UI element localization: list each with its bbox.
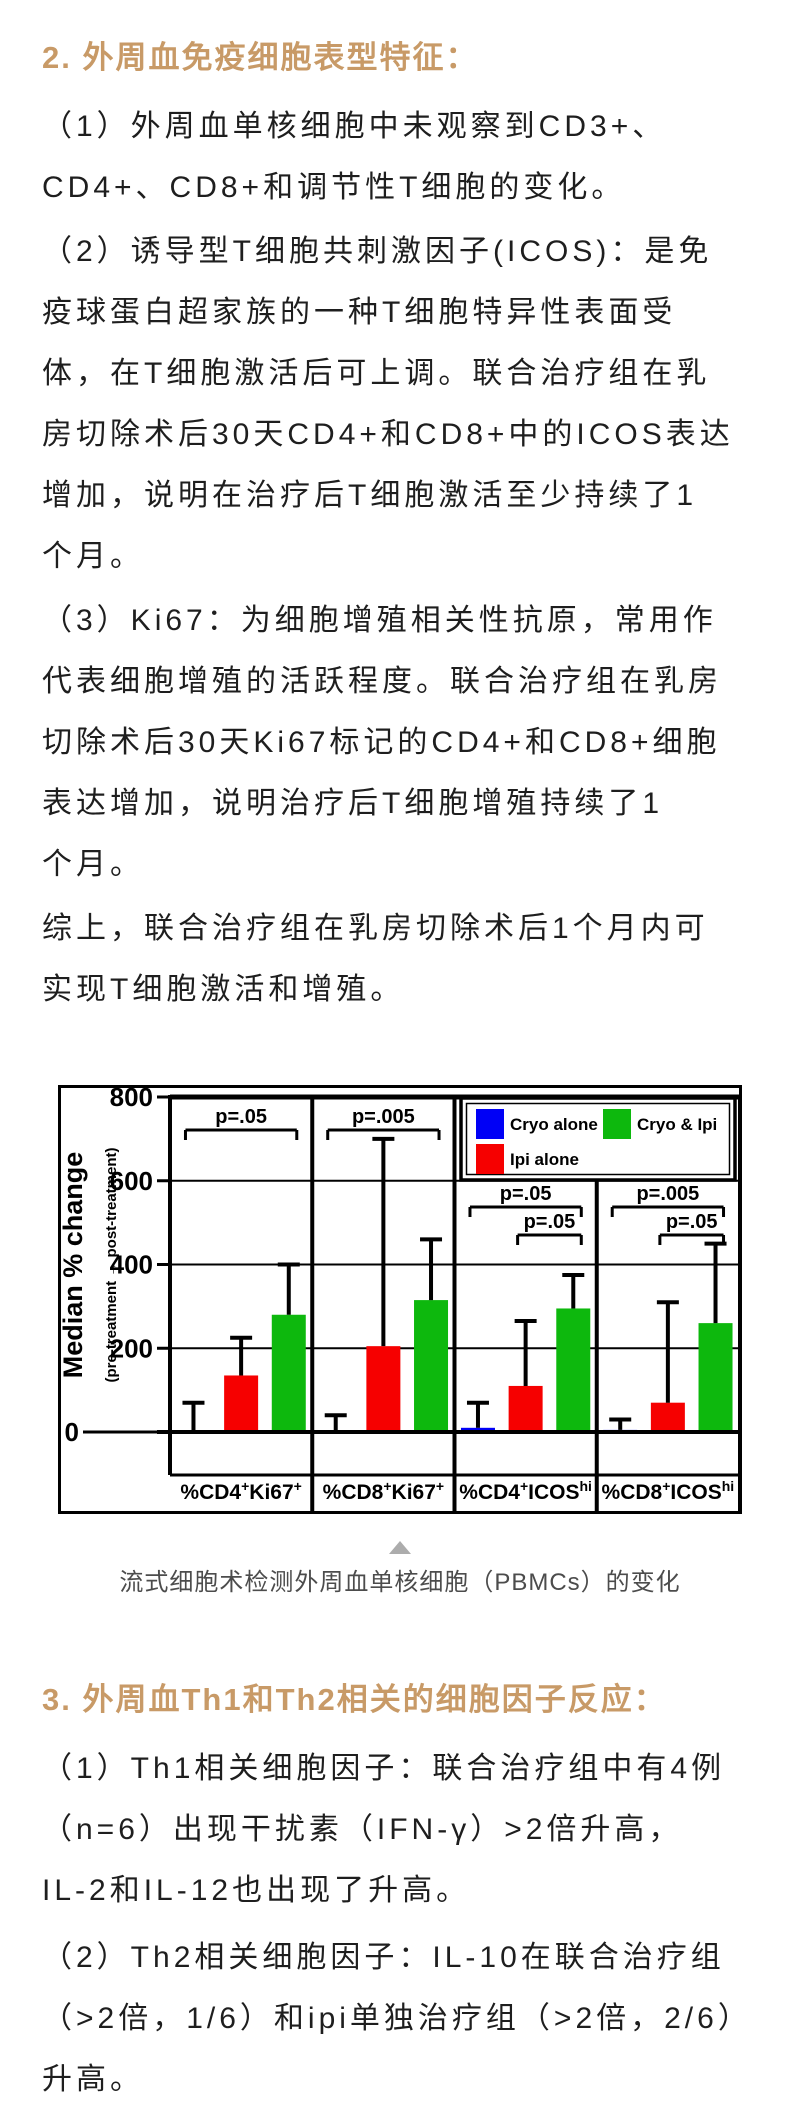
text-line: IL-2和IL-12也出现了升高。 (42, 1873, 471, 1907)
bar-chart-svg: 0 200 400 600 800 p=.05 p=.005 p=.05 p=.05 p=.005… (58, 1082, 742, 1514)
caption-arrow-icon (389, 1541, 411, 1554)
text-line: 表达增加，说明治疗后T细胞增殖持续了1 (42, 786, 664, 820)
text-line: 个月。 (42, 539, 144, 573)
text-line: 体，在T细胞激活后可上调。联合治疗组在乳 (42, 356, 711, 390)
text-line: 房切除术后30天CD4+和CD8+中的ICOS表达 (42, 417, 734, 451)
text-line: 增加，说明在治疗后T细胞激活至少持续了1 (42, 478, 698, 512)
svg-text:200: 200 (110, 1333, 153, 1363)
text-line: 切除术后30天Ki67标记的CD4+和CD8+细胞 (42, 725, 721, 759)
section-2-heading: 2. 外周血免疫细胞表型特征： (42, 40, 479, 75)
text-line: 综上，联合治疗组在乳房切除术后1个月内可 (42, 911, 709, 945)
text-line: （n=6）出现干扰素（IFN-γ）>2倍升高， (42, 1812, 683, 1846)
section-3-heading: 3. 外周血Th1和Th2相关的细胞因子反应： (42, 1682, 667, 1717)
text-line: （3）Ki67：为细胞增殖相关性抗原，常用作 (42, 603, 717, 637)
svg-text:%CD8+Ki67+: %CD8+Ki67+ (323, 1478, 444, 1504)
text-line: （1）Th1相关细胞因子：联合治疗组中有4例 (42, 1751, 726, 1785)
svg-text:%CD4+ICOShi: %CD4+ICOShi (459, 1478, 592, 1504)
text-line: 升高。 (42, 2062, 144, 2096)
svg-text:Ipi alone: Ipi alone (510, 1150, 579, 1169)
text-line: （>2倍，1/6）和ipi单独治疗组（>2倍，2/6） (42, 2001, 752, 2035)
text-line: 疫球蛋白超家族的一种T细胞特异性表面受 (42, 295, 677, 329)
svg-text:600: 600 (110, 1166, 153, 1196)
svg-text:p=.05: p=.05 (524, 1211, 576, 1233)
paragraph: （1）外周血单核细胞中未观察到CD3+、 CD4+、CD8+和调节性T细胞的变化。 (42, 92, 758, 214)
svg-text:800: 800 (110, 1085, 153, 1112)
section-3-text: （1）Th1相关细胞因子：联合治疗组中有4例 （n=6）出现干扰素（IFN-γ）>… (42, 1734, 758, 2106)
text-line: （2）Th2相关细胞因子：IL-10在联合治疗组 (42, 1940, 725, 1974)
figure-chart: 0 200 400 600 800 p=.05 p=.005 p=.05 p=.05 p=.005… (58, 1082, 742, 1519)
text-line: 实现T细胞激活和增殖。 (42, 972, 405, 1006)
text-line: 个月。 (42, 847, 144, 881)
svg-text:p=.005: p=.005 (352, 1106, 415, 1128)
paragraph: （2）诱导型T细胞共刺激因子(ICOS)：是免 疫球蛋白超家族的一种T细胞特异性表… (42, 217, 758, 583)
figure-caption: 流式细胞术检测外周血单核细胞（PBMCs）的变化 (119, 1569, 681, 1596)
svg-text:Median % change: Median % change (58, 1152, 88, 1379)
svg-text:0: 0 (65, 1417, 79, 1447)
paragraph: （1）Th1相关细胞因子：联合治疗组中有4例 （n=6）出现干扰素（IFN-γ）>… (42, 1734, 758, 1917)
svg-text:%CD8+ICOShi: %CD8+ICOShi (602, 1478, 735, 1504)
paragraph: （2）Th2相关细胞因子：IL-10在联合治疗组 （>2倍，1/6）和ipi单独治… (42, 1923, 758, 2106)
paragraph: （3）Ki67：为细胞增殖相关性抗原，常用作 代表细胞增殖的活跃程度。联合治疗组在… (42, 586, 758, 891)
svg-text:%CD4+Ki67+: %CD4+Ki67+ (180, 1478, 301, 1504)
text-line: CD4+、CD8+和调节性T细胞的变化。 (42, 170, 626, 204)
svg-text:p=.005: p=.005 (636, 1183, 699, 1205)
svg-text:p=.05: p=.05 (215, 1106, 267, 1128)
svg-text:(pre-treatment → post-treatmen: (pre-treatment → post-treatment) (103, 1147, 120, 1382)
svg-text:Cryo & Ipi: Cryo & Ipi (637, 1115, 717, 1134)
paragraph: 综上，联合治疗组在乳房切除术后1个月内可 实现T细胞激活和增殖。 (42, 894, 758, 1016)
text-line: （2）诱导型T细胞共刺激因子(ICOS)：是免 (42, 234, 713, 268)
svg-text:Cryo alone: Cryo alone (510, 1115, 598, 1134)
svg-text:400: 400 (110, 1250, 153, 1280)
svg-text:p=.05: p=.05 (500, 1183, 552, 1205)
svg-text:p=.05: p=.05 (666, 1211, 718, 1233)
text-line: （1）外周血单核细胞中未观察到CD3+、 (42, 109, 667, 143)
text-line: 代表细胞增殖的活跃程度。联合治疗组在乳房 (42, 664, 722, 698)
section-2-text: （1）外周血单核细胞中未观察到CD3+、 CD4+、CD8+和调节性T细胞的变化。… (42, 92, 758, 1016)
